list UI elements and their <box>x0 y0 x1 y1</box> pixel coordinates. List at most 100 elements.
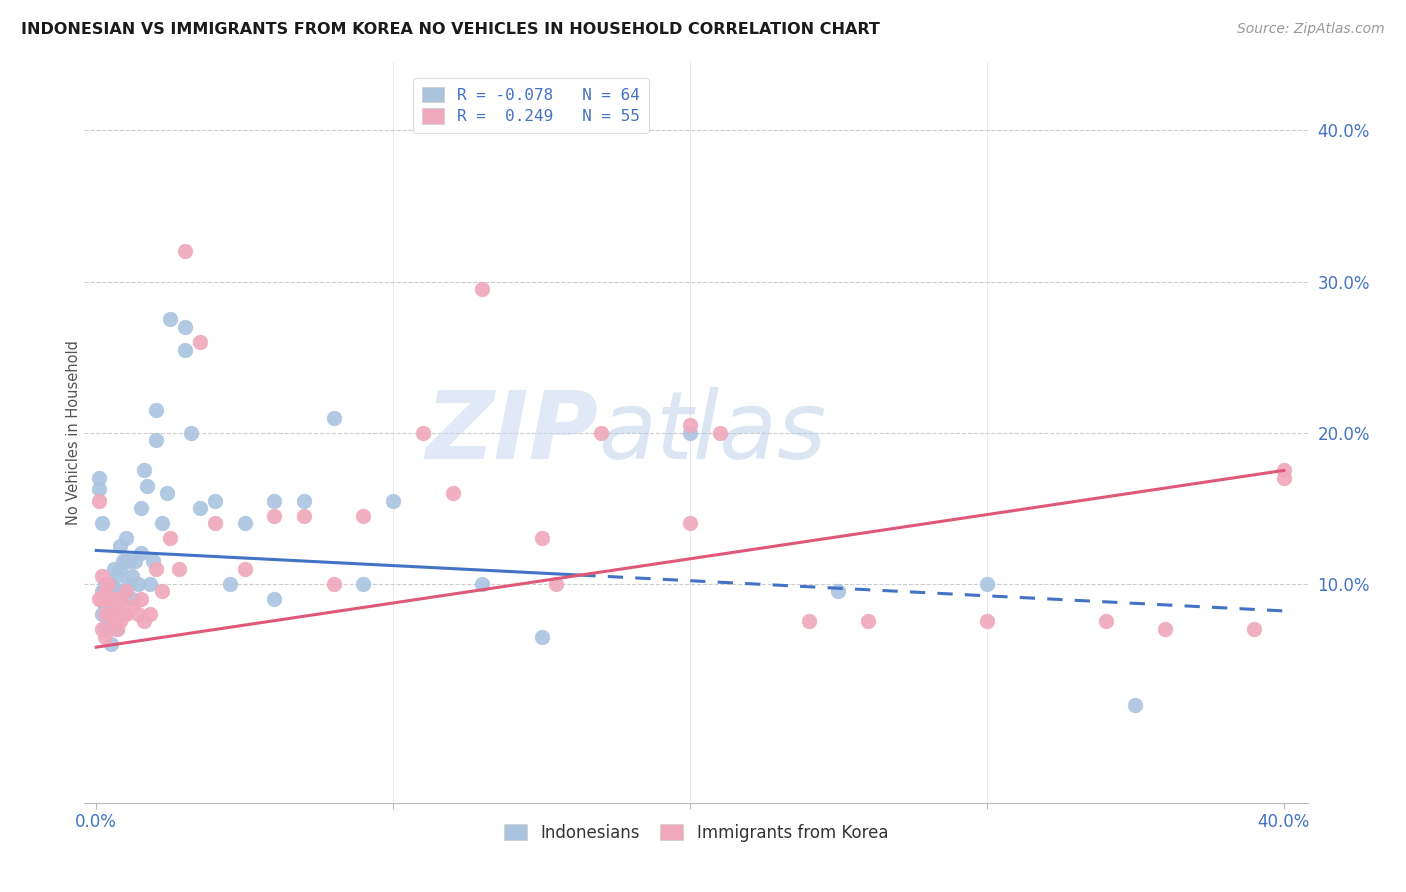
Point <box>105 622 128 636</box>
Point <box>441 486 464 500</box>
Point <box>1243 622 1265 636</box>
Point <box>292 493 315 508</box>
Point <box>322 576 344 591</box>
Point <box>546 576 568 591</box>
Point <box>100 607 122 621</box>
Point <box>103 591 125 606</box>
Point <box>129 591 152 606</box>
Point <box>856 615 879 629</box>
Point <box>103 607 125 621</box>
Point <box>103 615 125 629</box>
Legend: Indonesians, Immigrants from Korea: Indonesians, Immigrants from Korea <box>495 815 897 850</box>
Point <box>97 591 120 606</box>
Point <box>100 591 122 606</box>
Point <box>159 312 181 326</box>
Point <box>150 516 173 531</box>
Point <box>127 607 149 621</box>
Point <box>263 493 285 508</box>
Point <box>111 554 134 568</box>
Point <box>105 599 128 614</box>
Point <box>97 576 120 591</box>
Point <box>121 591 143 606</box>
Point <box>138 576 160 591</box>
Point <box>118 576 141 591</box>
Point <box>108 584 131 599</box>
Text: ZIP: ZIP <box>425 386 598 479</box>
Point <box>94 630 117 644</box>
Point <box>233 516 256 531</box>
Point <box>138 607 160 621</box>
Point <box>91 622 114 636</box>
Point <box>412 425 434 440</box>
Point <box>105 569 128 583</box>
Point <box>589 425 612 440</box>
Point <box>188 334 211 349</box>
Point <box>91 584 114 599</box>
Point <box>124 554 146 568</box>
Point <box>174 319 197 334</box>
Point <box>1272 471 1295 485</box>
Point <box>352 508 374 523</box>
Point <box>103 561 125 575</box>
Point <box>976 615 998 629</box>
Point <box>159 532 181 546</box>
Point <box>132 463 155 477</box>
Point <box>103 584 125 599</box>
Point <box>108 561 131 575</box>
Point <box>105 591 128 606</box>
Point <box>100 591 122 606</box>
Point <box>1154 622 1177 636</box>
Point <box>145 561 167 575</box>
Point <box>97 576 120 591</box>
Point <box>91 569 114 583</box>
Point <box>115 607 138 621</box>
Point <box>709 425 731 440</box>
Y-axis label: No Vehicles in Household: No Vehicles in Household <box>66 340 80 525</box>
Point <box>180 425 202 440</box>
Point <box>135 478 157 492</box>
Point <box>382 493 405 508</box>
Point <box>204 516 226 531</box>
Point <box>108 615 131 629</box>
Point <box>100 637 122 651</box>
Point <box>97 615 120 629</box>
Text: atlas: atlas <box>598 387 827 478</box>
Point <box>97 591 120 606</box>
Point <box>679 418 702 433</box>
Point <box>1125 698 1147 712</box>
Point <box>1272 463 1295 477</box>
Point <box>115 554 138 568</box>
Point <box>145 403 167 417</box>
Point <box>471 282 494 296</box>
Point <box>121 599 143 614</box>
Point <box>352 576 374 591</box>
Point <box>129 501 152 516</box>
Point <box>129 547 152 561</box>
Point <box>94 576 117 591</box>
Point <box>105 622 128 636</box>
Point <box>115 584 138 599</box>
Point <box>233 561 256 575</box>
Point <box>132 615 155 629</box>
Point <box>174 244 197 259</box>
Point <box>679 516 702 531</box>
Point <box>530 532 553 546</box>
Point <box>827 584 849 599</box>
Point <box>1094 615 1116 629</box>
Point <box>188 501 211 516</box>
Point <box>89 493 111 508</box>
Point <box>530 630 553 644</box>
Point <box>142 554 165 568</box>
Point <box>89 591 111 606</box>
Point <box>91 591 114 606</box>
Point <box>263 508 285 523</box>
Point <box>679 425 702 440</box>
Point <box>108 539 131 553</box>
Point <box>115 584 138 599</box>
Point <box>322 410 344 425</box>
Point <box>91 516 114 531</box>
Point <box>100 576 122 591</box>
Point <box>118 554 141 568</box>
Point <box>263 591 285 606</box>
Point <box>156 486 179 500</box>
